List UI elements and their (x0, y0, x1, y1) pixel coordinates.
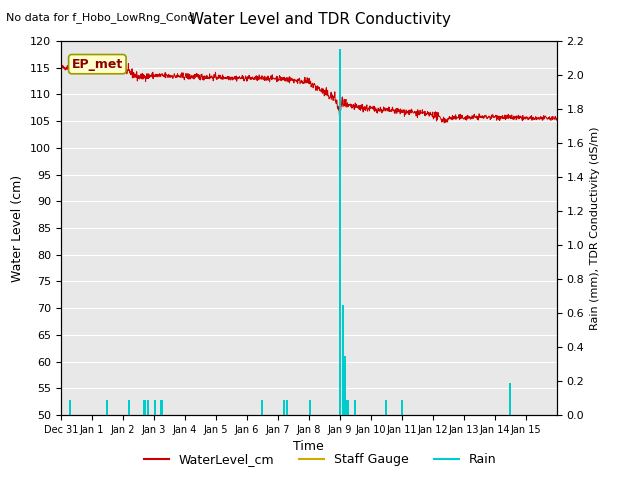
Bar (339, 49, 341, 415)
Bar (509, 383, 511, 415)
Bar (344, 356, 346, 415)
Bar (286, 400, 288, 415)
Bar (342, 305, 344, 415)
Bar (143, 400, 145, 415)
Text: No data for f_Hobo_LowRng_Cond: No data for f_Hobo_LowRng_Cond (6, 12, 195, 23)
Bar (346, 400, 349, 415)
Y-axis label: Water Level (cm): Water Level (cm) (12, 174, 24, 282)
Bar (261, 400, 264, 415)
Text: EP_met: EP_met (72, 58, 123, 71)
Bar (309, 400, 312, 415)
Bar (154, 400, 156, 415)
Bar (401, 400, 403, 415)
Bar (354, 400, 356, 415)
Text: Water Level and TDR Conductivity: Water Level and TDR Conductivity (189, 12, 451, 27)
Bar (385, 400, 387, 415)
Bar (283, 400, 285, 415)
Bar (69, 400, 71, 415)
Bar (161, 400, 163, 415)
Bar (147, 400, 148, 415)
Bar (106, 400, 108, 415)
Bar (128, 400, 130, 415)
Y-axis label: Rain (mm), TDR Conductivity (dS/m): Rain (mm), TDR Conductivity (dS/m) (590, 126, 600, 330)
X-axis label: Time: Time (293, 441, 324, 454)
Legend: WaterLevel_cm, Staff Gauge, Rain: WaterLevel_cm, Staff Gauge, Rain (138, 448, 502, 471)
